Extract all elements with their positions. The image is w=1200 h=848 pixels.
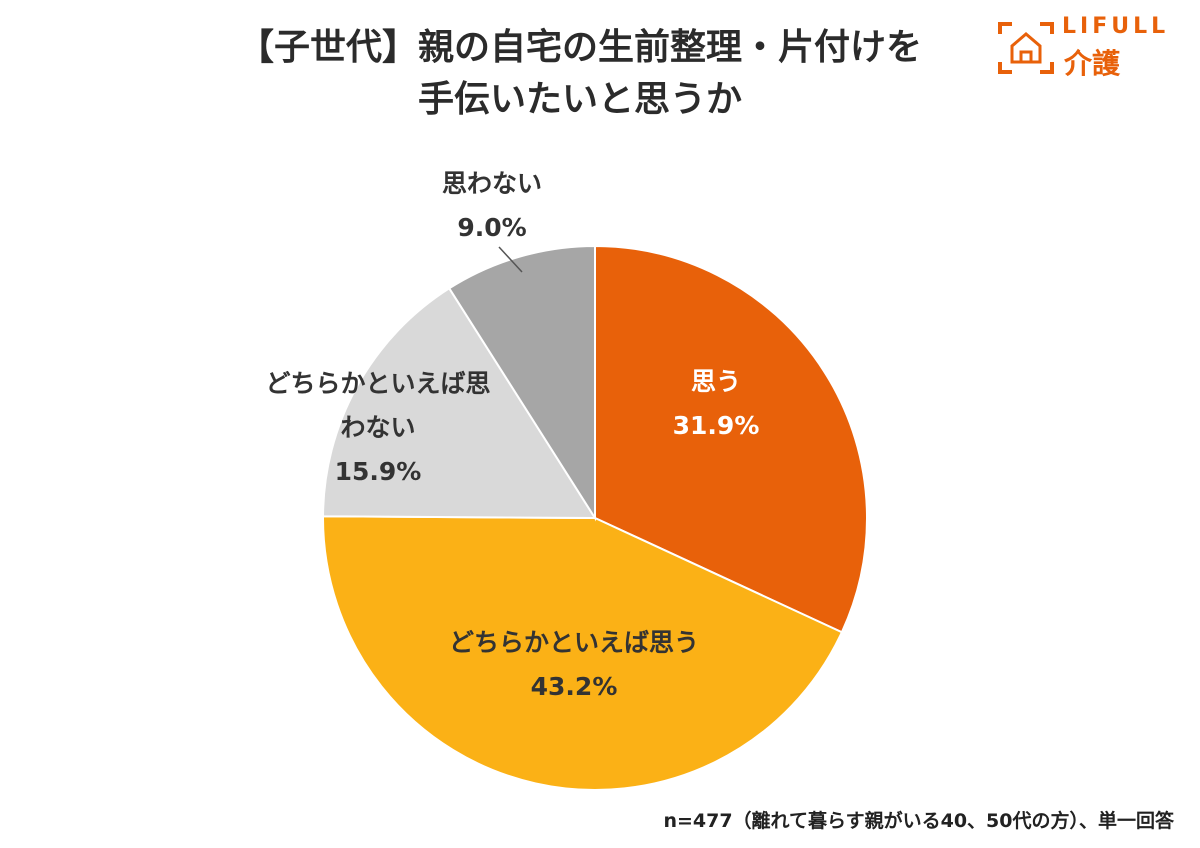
chart-title: 【子世代】親の自宅の生前整理・片付けを 手伝いたいと思うか: [237, 27, 922, 120]
logo-icon: [998, 22, 1054, 74]
slice-label: どちらかといえば思う 43.2%: [449, 621, 699, 709]
category-label: どちらかといえば思わない: [265, 369, 491, 442]
value-label: 31.9%: [672, 411, 760, 440]
logo-service: 介護: [1064, 47, 1121, 80]
value-label: 43.2%: [530, 672, 618, 701]
pie-slice: [322, 515, 844, 791]
footnote: n=477（離れて暮らす親がいる40、50代の方）、単一回答: [663, 810, 1174, 832]
value-label: 15.9%: [334, 457, 422, 486]
slice-label: 思う 31.9%: [673, 360, 760, 448]
category-label: 思う: [690, 367, 742, 396]
leader-line: [498, 246, 523, 273]
category-label: どちらかといえば思う: [448, 628, 700, 657]
pie-slice: [447, 244, 596, 522]
slice-label: どちらかといえば思わない 15.9%: [263, 362, 493, 494]
pie-slice: [594, 244, 868, 634]
value-label: 9.0%: [457, 213, 527, 242]
slice-label: 思わない 9.0%: [442, 162, 542, 250]
category-label: 思わない: [441, 169, 543, 198]
pie-slice: [321, 286, 597, 520]
logo-brand: LIFULL: [1062, 14, 1170, 39]
